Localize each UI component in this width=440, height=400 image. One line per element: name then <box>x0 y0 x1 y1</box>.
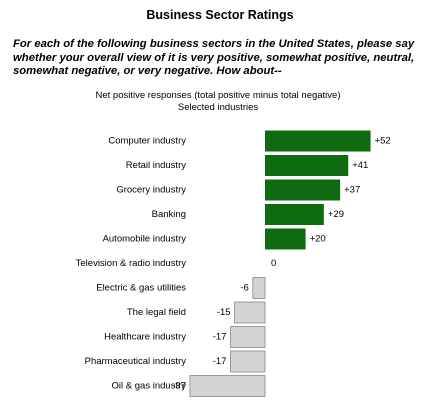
bar <box>189 375 266 397</box>
category-label: Computer industry <box>108 136 186 147</box>
value-label: +52 <box>375 136 391 147</box>
category-label: Television & radio industry <box>76 258 187 269</box>
bar <box>265 155 349 176</box>
value-label: +41 <box>352 160 368 171</box>
bar <box>252 277 266 299</box>
value-label: 0 <box>271 258 276 269</box>
bar <box>265 179 341 201</box>
bar <box>230 326 266 348</box>
value-label: -17 <box>213 332 227 343</box>
bar <box>234 301 266 324</box>
category-label: Oil & gas industry <box>112 381 187 392</box>
category-label: Electric & gas utilities <box>96 283 186 294</box>
bar <box>265 204 324 225</box>
bar <box>265 228 306 250</box>
caption: Selected industries <box>177 102 259 113</box>
value-label: -37 <box>172 381 186 392</box>
bar <box>265 130 371 152</box>
value-label: -17 <box>213 356 227 367</box>
caption: Net positive responses (total positive m… <box>95 90 341 101</box>
value-label: +37 <box>344 185 360 196</box>
value-label: +29 <box>328 209 344 220</box>
category-label: Banking <box>152 209 186 220</box>
category-label: Grocery industry <box>116 185 186 196</box>
chart-title: Business Sector Ratings <box>146 8 294 22</box>
category-label: Pharmaceutical industry <box>85 356 187 367</box>
chart-subtitle: For each of the following business secto… <box>13 38 415 78</box>
category-label: Automobile industry <box>103 234 187 245</box>
category-label: The legal field <box>127 307 186 318</box>
value-label: +20 <box>310 234 326 245</box>
category-label: Retail industry <box>126 160 186 171</box>
value-label: -6 <box>240 283 248 294</box>
value-label: -15 <box>217 307 231 318</box>
bar <box>230 350 266 373</box>
category-label: Healthcare industry <box>104 332 186 343</box>
